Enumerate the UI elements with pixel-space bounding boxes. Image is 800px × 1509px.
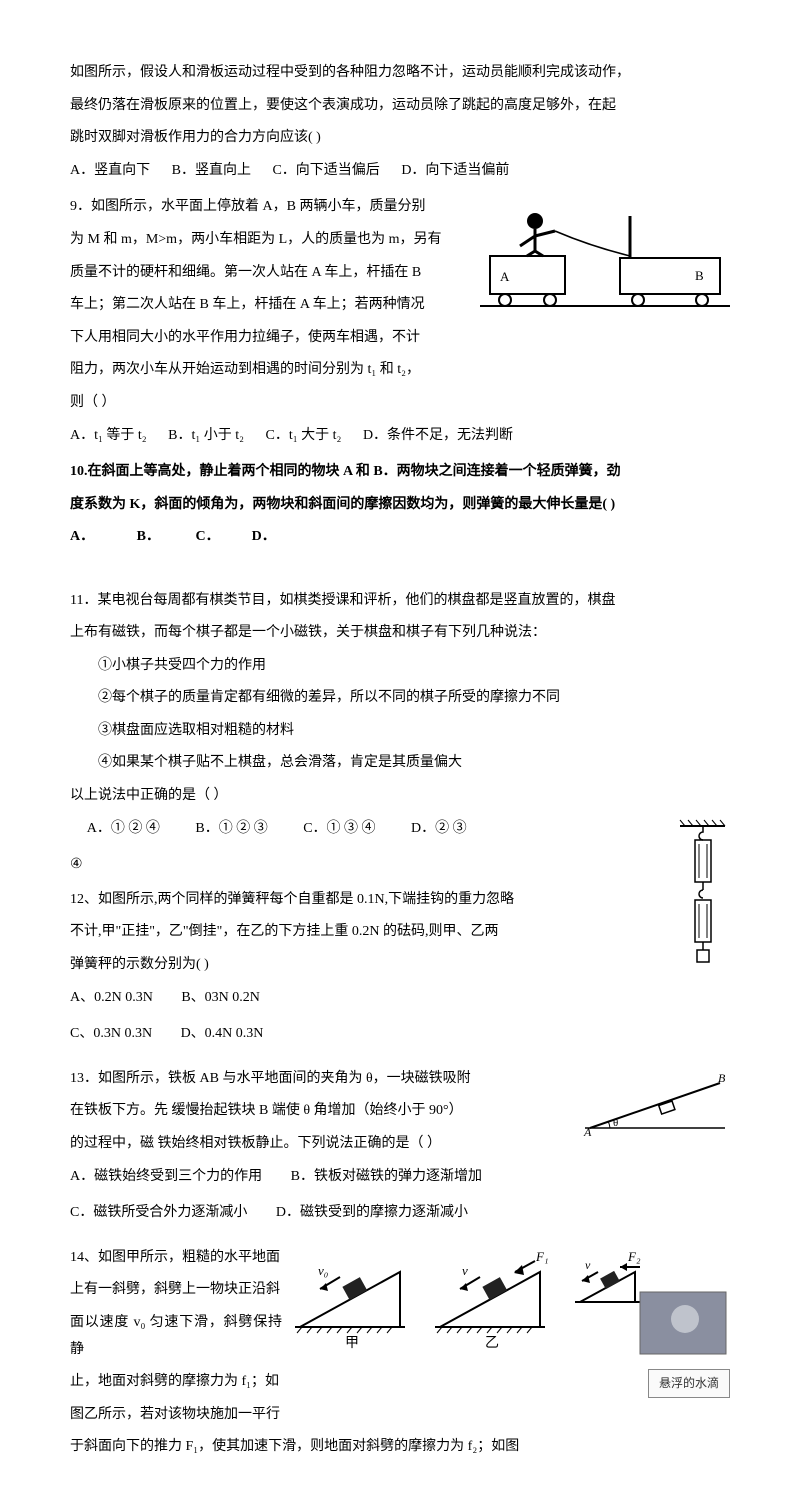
- cart-a-label: A: [500, 269, 510, 284]
- incline-svg: A B θ: [580, 1068, 730, 1138]
- q14-l5: 图乙所示，若对该物块施加一平行: [70, 1402, 730, 1429]
- q14-v2: v: [585, 1258, 591, 1272]
- q11-s3: ③棋盘面应选取相对粗糙的材料: [70, 718, 730, 745]
- q12-l2: 不计,甲"正挂"，乙"倒挂"，在乙的下方挂上重 0.2N 的砝码,则甲、乙两: [70, 919, 730, 946]
- q9-opt-c: C．t₁ 大于 t₂: [266, 428, 342, 443]
- q12-opt-c: C、0.3N 0.3N: [70, 1026, 152, 1041]
- q11-l1: 11．某电视台每周都有棋类节目，如棋类授课和评析，他们的棋盘都是竖直放置的，棋盘: [70, 588, 730, 615]
- q13-options-cd: C．磁铁所受合外力逐渐减小 D．磁铁受到的摩擦力逐渐减小: [70, 1200, 730, 1227]
- q14-v0: v₀: [318, 1263, 328, 1278]
- q11-s2: ②每个棋子的质量肯定都有细微的差异，所以不同的棋子所受的摩擦力不同: [70, 685, 730, 712]
- q14-v: v: [462, 1263, 468, 1278]
- q12-options-cd: C、0.3N 0.3N D、0.4N 0.3N: [70, 1021, 730, 1048]
- q8-opt-b: B．竖直向上: [172, 163, 251, 178]
- q13-A: A: [583, 1125, 592, 1138]
- q12-opt-b: B、03N 0.2N: [181, 990, 260, 1005]
- q8-opt-d: D．向下适当偏前: [401, 163, 509, 178]
- q13-theta: θ: [613, 1117, 618, 1129]
- question-13: A B θ 13．如图所示，铁板 AB 与水平地面间的夹角为 θ，一块磁铁吸附 …: [70, 1066, 730, 1237]
- q11-l3: 以上说法中正确的是（ ）: [70, 783, 730, 810]
- q13-opt-d: D．磁铁受到的摩擦力逐渐减小: [276, 1205, 468, 1220]
- q11-opt-c: C．① ③ ④: [303, 821, 375, 836]
- q11-opt-a: A．① ② ④: [87, 821, 160, 836]
- q8-opt-a: A．竖直向下: [70, 163, 150, 178]
- q11-opt-d: D．② ③: [411, 821, 467, 836]
- q8-line1: 如图所示，假设人和滑板运动过程中受到的各种阻力忽略不计，运动员能顺利完成该动作，: [70, 60, 730, 87]
- q14-F2: F₂: [627, 1249, 641, 1264]
- q11-options: A．① ② ④ B．① ② ③ C．① ③ ④ D．② ③: [70, 816, 730, 843]
- question-10: 10.在斜面上等高处，静止着两个相同的物块 A 和 B．两物块之间连接着一个轻质…: [70, 459, 730, 551]
- q8-line3: 跳时双脚对滑板作用力的合力方向应该( ): [70, 125, 730, 152]
- q13-B: B: [718, 1071, 726, 1085]
- q13-options-ab: A．磁铁始终受到三个力的作用 B．铁板对磁铁的弹力逐渐增加: [70, 1164, 730, 1191]
- q8-opt-c: C．向下适当偏后: [272, 163, 379, 178]
- q8-options: A．竖直向下 B．竖直向上 C．向下适当偏后 D．向下适当偏前: [70, 158, 730, 185]
- q13-opt-b: B．铁板对磁铁的弹力逐渐增加: [291, 1169, 482, 1184]
- q10-l1: 10.在斜面上等高处，静止着两个相同的物块 A 和 B．两物块之间连接着一个轻质…: [70, 459, 730, 486]
- q9-l5: 下人用相同大小的水平作用力拉绳子，使两车相遇，不计: [70, 325, 730, 352]
- q10-l2: 度系数为 K，斜面的倾角为，两物块和斜面间的摩擦因数均为，则弹簧的最大伸长量是(…: [70, 492, 730, 519]
- question-12: 12、如图所示,两个同样的弹簧秤每个自重都是 0.1N,下端挂钩的重力忽略 不计…: [70, 887, 730, 1058]
- question-8: 如图所示，假设人和滑板运动过程中受到的各种阻力忽略不计，运动员能顺利完成该动作，…: [70, 60, 730, 184]
- q14-caption: 悬浮的水滴: [648, 1369, 730, 1398]
- question-11: 11．某电视台每周都有棋类节目，如棋类授课和评析，他们的棋盘都是竖直放置的，棋盘…: [70, 588, 730, 879]
- q9-opt-d: D．条件不足，无法判断: [363, 428, 513, 443]
- q11-s1: ①小棋子共受四个力的作用: [70, 653, 730, 680]
- q9-l7: 则（ ）: [70, 390, 730, 417]
- q10-opt-b: B．: [137, 529, 160, 544]
- carts-svg: A B: [480, 196, 730, 316]
- q11-s4: ④如果某个棋子贴不上棋盘，总会滑落，肯定是其质量偏大: [70, 750, 730, 777]
- q9-l6: 阻力，两次小车从开始运动到相遇的时间分别为 t₁ 和 t₂，: [70, 357, 730, 384]
- q10-options: A． B． C． D．: [70, 524, 730, 551]
- q14-l6: 于斜面向下的推力 F₁，使其加速下滑，则地面对斜劈的摩擦力为 f₂；如图: [70, 1434, 730, 1461]
- q9-opt-b: B．t₁ 小于 t₂: [168, 428, 244, 443]
- q13-opt-a: A．磁铁始终受到三个力的作用: [70, 1169, 262, 1184]
- question-14: v₀ 甲 v F₁ 乙 v F₂: [70, 1245, 730, 1461]
- q14-yi: 乙: [485, 1335, 499, 1351]
- q11-lastopt: ④: [70, 852, 730, 879]
- q12-opt-d: D、0.4N 0.3N: [181, 1026, 264, 1041]
- q13-figure: A B θ: [580, 1068, 730, 1138]
- q10-l1-text: 10.在斜面上等高处，静止着两个相同的物块 A 和 B．两物块之间连接着一个轻质…: [70, 464, 621, 479]
- q9-options: A．t₁ 等于 t₂ B．t₁ 小于 t₂ C．t₁ 大于 t₂ D．条件不足，…: [70, 423, 730, 450]
- q9-opt-a: A．t₁ 等于 t₂: [70, 428, 147, 443]
- q11-opt-b: B．① ② ③: [195, 821, 267, 836]
- q8-line2: 最终仍落在滑板原来的位置上，要使这个表演成功，运动员除了跳起的高度足够外，在起: [70, 93, 730, 120]
- wedges-svg: v₀ 甲 v F₁ 乙 v F₂: [290, 1247, 730, 1367]
- q12-options-ab: A、0.2N 0.3N B、03N 0.2N: [70, 985, 730, 1012]
- q12-l3: 弹簧秤的示数分别为( ): [70, 952, 730, 979]
- q10-opt-a: A．: [70, 529, 94, 544]
- q11-l2: 上布有磁铁，而每个棋子都是一个小磁铁，关于棋盘和棋子有下列几种说法：: [70, 620, 730, 647]
- q12-l1: 12、如图所示,两个同样的弹簧秤每个自重都是 0.1N,下端挂钩的重力忽略: [70, 887, 730, 914]
- question-9: A B 9．如图所示，水平面上停放着 A，B 两辆小车，质量分别 为 M 和 m…: [70, 194, 730, 449]
- q14-figure: v₀ 甲 v F₁ 乙 v F₂: [290, 1247, 730, 1398]
- cart-b-label: B: [695, 268, 704, 283]
- q12-opt-a: A、0.2N 0.3N: [70, 990, 153, 1005]
- q13-opt-c: C．磁铁所受合外力逐渐减小: [70, 1205, 247, 1220]
- q10-opt-d: D．: [252, 529, 276, 544]
- q10-opt-c: C．: [195, 529, 219, 544]
- q14-F1: F₁: [535, 1249, 548, 1264]
- q14-jia: 甲: [345, 1336, 359, 1351]
- q9-figure: A B: [480, 196, 730, 316]
